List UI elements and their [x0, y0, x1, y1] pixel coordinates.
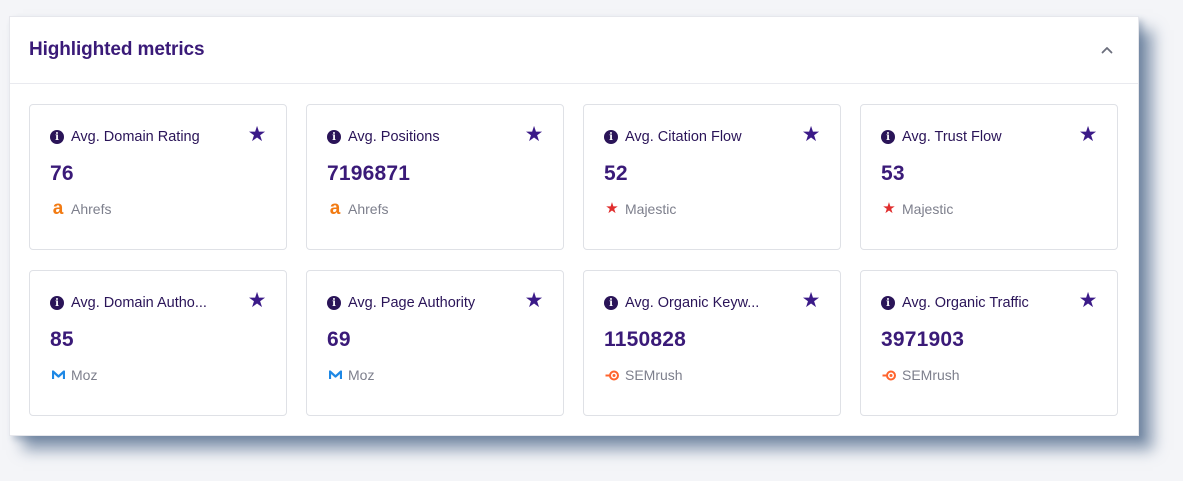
metric-card: i Avg. Domain Autho... ★ 85 Moz	[29, 270, 287, 416]
favorite-star-icon[interactable]: ★	[801, 123, 821, 146]
info-icon[interactable]: i	[50, 130, 64, 144]
favorite-star-icon[interactable]: ★	[247, 123, 267, 146]
metric-card-header: i Avg. Page Authority	[327, 293, 543, 313]
metric-card: i Avg. Domain Rating ★ 76 a Ahrefs	[29, 104, 287, 250]
majestic-icon: ★	[882, 200, 896, 217]
favorite-star-icon[interactable]: ★	[247, 289, 267, 312]
favorite-star-icon[interactable]: ★	[1078, 123, 1098, 146]
metric-value: 7196871	[327, 162, 411, 185]
source-label: Majestic	[625, 201, 677, 217]
metric-label: Avg. Citation Flow	[625, 129, 742, 145]
metric-card-header: i Avg. Organic Traffic	[881, 293, 1097, 313]
chevron-up-icon	[1101, 47, 1113, 54]
metric-label: Avg. Page Authority	[348, 295, 476, 311]
metrics-grid: i Avg. Domain Rating ★ 76 a Ahrefs i Avg…	[29, 104, 1118, 416]
semrush-icon	[604, 370, 620, 381]
info-icon[interactable]: i	[327, 130, 341, 144]
source-label: Moz	[348, 367, 375, 383]
favorite-star-icon[interactable]: ★	[1078, 289, 1098, 312]
moz-icon	[327, 370, 343, 380]
panel-header: Highlighted metrics	[10, 17, 1138, 84]
metric-card: i Avg. Page Authority ★ 69 Moz	[306, 270, 564, 416]
info-icon[interactable]: i	[881, 296, 895, 310]
metric-source: a Ahrefs	[50, 198, 266, 219]
metric-card: i Avg. Organic Traffic ★ 3971903 SEMrush	[860, 270, 1118, 416]
metric-label: Avg. Domain Autho...	[71, 295, 207, 311]
favorite-star-icon[interactable]: ★	[801, 289, 821, 312]
moz-icon	[50, 370, 66, 380]
metric-label: Avg. Organic Traffic	[902, 295, 1029, 311]
metric-label: Avg. Organic Keyw...	[625, 295, 760, 311]
metric-card: i Avg. Trust Flow ★ 53 ★ Majestic	[860, 104, 1118, 250]
source-label: Ahrefs	[71, 201, 112, 217]
metric-card-header: i Avg. Organic Keyw...	[604, 293, 820, 313]
info-icon[interactable]: i	[50, 296, 64, 310]
metric-value: 52	[604, 162, 628, 185]
metric-card-header: i Avg. Trust Flow	[881, 127, 1097, 147]
metric-label: Avg. Trust Flow	[902, 129, 1002, 145]
metric-value: 85	[50, 328, 74, 351]
highlighted-metrics-panel: Highlighted metrics i Avg. Domain Rating…	[9, 16, 1139, 436]
metric-card-header: i Avg. Domain Rating	[50, 127, 266, 147]
source-label: Majestic	[902, 201, 954, 217]
info-icon[interactable]: i	[604, 130, 618, 144]
metric-card: i Avg. Positions ★ 7196871 a Ahrefs	[306, 104, 564, 250]
favorite-star-icon[interactable]: ★	[524, 289, 544, 312]
metric-value: 76	[50, 162, 74, 185]
info-icon[interactable]: i	[604, 296, 618, 310]
metric-source: a Ahrefs	[327, 198, 543, 219]
info-icon[interactable]: i	[327, 296, 341, 310]
metric-value: 1150828	[604, 328, 686, 351]
metric-source: ★ Majestic	[604, 201, 820, 217]
metric-card: i Avg. Citation Flow ★ 52 ★ Majestic	[583, 104, 841, 250]
metric-label: Avg. Domain Rating	[71, 129, 200, 145]
metric-source: SEMrush	[881, 367, 1097, 383]
source-label: Ahrefs	[348, 201, 389, 217]
source-label: SEMrush	[902, 367, 960, 383]
panel-title: Highlighted metrics	[29, 39, 205, 60]
metric-card-header: i Avg. Domain Autho...	[50, 293, 266, 313]
ahrefs-icon: a	[52, 198, 64, 219]
semrush-icon	[881, 370, 897, 381]
metric-card-header: i Avg. Positions	[327, 127, 543, 147]
majestic-icon: ★	[605, 200, 619, 217]
favorite-star-icon[interactable]: ★	[524, 123, 544, 146]
metric-card-header: i Avg. Citation Flow	[604, 127, 820, 147]
metric-source: ★ Majestic	[881, 201, 1097, 217]
metric-source: SEMrush	[604, 367, 820, 383]
source-label: Moz	[71, 367, 98, 383]
metric-source: Moz	[50, 367, 266, 383]
metric-value: 69	[327, 328, 351, 351]
ahrefs-icon: a	[329, 198, 341, 219]
metric-value: 3971903	[881, 328, 965, 351]
collapse-button[interactable]	[1098, 41, 1116, 59]
info-icon[interactable]: i	[881, 130, 895, 144]
metric-value: 53	[881, 162, 905, 185]
metric-source: Moz	[327, 367, 543, 383]
metric-card: i Avg. Organic Keyw... ★ 1150828 SEMrush	[583, 270, 841, 416]
metric-label: Avg. Positions	[348, 129, 440, 145]
source-label: SEMrush	[625, 367, 683, 383]
